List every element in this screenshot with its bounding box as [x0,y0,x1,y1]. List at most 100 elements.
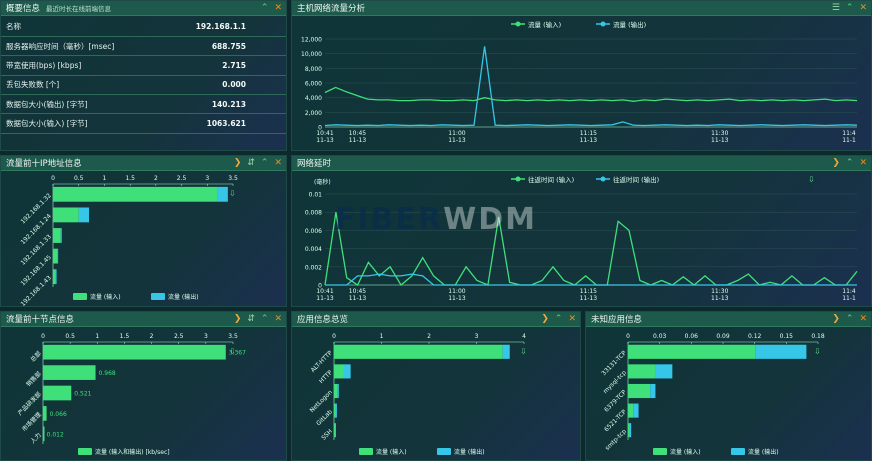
y-tick-label: 6,000 [305,81,322,88]
y-tick-label: 0.006 [305,228,322,235]
bar [78,207,89,223]
x-tick-label: 11-13 [448,137,466,144]
x-tick-label: 3.5 [228,333,238,340]
expand-arrow-icon[interactable]: ❯ [233,158,242,168]
panel-header: 流量前十节点信息 ❯ ⇵ ⌃ ✕ [1,312,286,327]
bar [337,383,339,399]
export-icon[interactable]: ⇵ [247,314,255,324]
row-value: 1063.621 [155,113,286,134]
close-icon[interactable]: ✕ [859,3,867,13]
bar [628,423,630,438]
close-icon[interactable]: ✕ [859,314,867,324]
x-tick-label: 0.5 [74,175,84,182]
close-icon[interactable]: ✕ [274,314,282,324]
x-tick-label: 11:4 [842,288,856,295]
y-tick-label: 2,000 [305,110,322,117]
close-icon[interactable]: ✕ [274,158,282,168]
collapse-icon[interactable]: ⌃ [845,314,854,324]
bar [43,406,47,421]
x-tick-label: 0.5 [65,333,75,340]
y-tick-label: 0.002 [305,264,322,271]
x-tick-label: 0.12 [748,333,762,340]
expand-arrow-icon[interactable]: ❯ [832,158,840,168]
bar [334,344,503,359]
bar [53,269,56,285]
close-icon[interactable]: ✕ [568,314,576,324]
bar [57,248,59,264]
y-tick-label: 0 [318,283,322,290]
bar [755,344,807,359]
collapse-icon[interactable]: ⌃ [260,314,269,324]
list-icon[interactable]: ☰ [831,3,840,13]
close-icon[interactable]: ✕ [859,158,867,168]
x-tick-label: 11-13 [349,137,367,144]
unknown-app-panel: 未知应用信息 ❯ ⌃ ✕ 0 0.03 0.06 0.09 0.12 0.15 0.18 ⇩ 331… [585,311,872,461]
row-label: 丢包失败数 [个] [1,75,156,96]
x-tick-label: 0.15 [780,333,794,340]
collapse-icon[interactable]: ⌃ [845,158,854,168]
category-label: 销售部 [24,370,42,388]
x-tick-label: 11:30 [711,130,728,137]
summary-panel: 概要信息 最近时长在线前端信息 ⌃ ✕ 名称 192.168.1.1 服务器响应时间（… [0,0,287,151]
y-tick-label: 4,000 [305,95,322,102]
data-label: 0.521 [74,391,91,398]
ip-info-panel: 流量前十IP地址信息 ❯ ⇵ ⌃ ✕ 0 0.5 1 1.5 2 2.5 3 3.5 ⇩ 192.168… [0,155,287,307]
traffic-chart: 02,0004,0006,0008,00010,00012,00010:4111… [301,20,858,144]
bar [43,344,226,360]
legend-label: 流量 (输出) [168,293,199,301]
legend-swatch [731,448,745,455]
export-icon[interactable]: ⇵ [247,158,255,168]
expand-arrow-icon[interactable]: ❯ [832,314,840,324]
table-row: 名称 192.168.1.1 [1,17,286,37]
x-tick-label: 11-1 [842,137,856,144]
bar [60,228,62,243]
panel-header: 概要信息 最近时长在线前端信息 ⌃ ✕ [1,1,286,16]
x-tick-label: 10:41 [316,288,333,295]
row-value: 0.000 [155,75,286,96]
series-line [324,86,858,102]
legend-label: 流量 (输出) [748,448,779,456]
row-value: 688.755 [155,36,286,57]
x-tick-label: 1 [103,175,107,182]
x-tick-label: 11-13 [448,295,466,302]
x-tick-label: 11-13 [349,295,367,302]
table-row: 数据包大小(输入) [字节] 1063.621 [1,113,286,134]
data-label: 0.066 [50,411,67,418]
category-label: ALT-HTTP [310,349,334,373]
panel-title: 概要信息 [6,4,41,14]
x-tick-label: 10:45 [349,130,366,137]
x-tick-label: 0 [51,175,55,182]
x-tick-label: 11-1 [842,295,856,302]
category-label: SSH [320,428,334,442]
collapse-icon[interactable]: ⌃ [260,3,269,13]
download-icon: ⇩ [229,347,236,356]
close-icon[interactable]: ✕ [274,3,282,13]
x-tick-label: 11:00 [448,130,465,137]
delay-chart: (毫秒) ⇩00.0020.0040.0060.0080.0110:4111-13… [305,175,858,302]
expand-arrow-icon[interactable]: ❯ [541,314,549,324]
expand-arrow-icon[interactable]: ❯ [233,314,242,324]
collapse-icon[interactable]: ⌃ [845,3,854,13]
x-tick-label: 3 [205,175,209,182]
x-tick-label: 1.5 [125,175,135,182]
panel-header: 未知应用信息 ❯ ⌃ ✕ [586,312,871,327]
collapse-icon[interactable]: ⌃ [260,158,269,168]
x-tick-label: 11:15 [580,288,597,295]
series-line [324,212,858,286]
y-tick-label: 8,000 [305,66,322,73]
bar [502,344,510,359]
bar [53,207,79,223]
bar [55,269,57,285]
top-nodes-panel: 流量前十节点信息 ❯ ⇵ ⌃ ✕ 0 0.5 1 1.5 2 2.5 3 3.5 ⇩ 总部 3.367 销售… [0,311,287,461]
row-label: 带宽使用(bps) [kbps] [1,55,156,76]
y-tick-label: 12,000 [301,37,322,44]
category-label: HTTP [318,369,334,385]
x-tick-label: 0 [626,333,630,340]
x-tick-label: 1.5 [120,333,130,340]
bar [628,344,756,359]
legend-label: 流量 (输入) [90,293,121,301]
collapse-icon[interactable]: ⌃ [554,314,563,324]
x-tick-label: 0.06 [685,333,699,340]
x-tick-label: 11-13 [316,295,334,302]
bar [334,403,336,418]
